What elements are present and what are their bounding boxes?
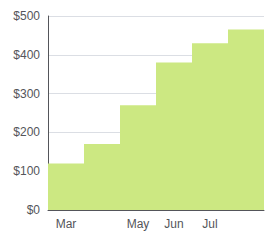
svg-text:$300: $300: [13, 87, 40, 101]
svg-text:May: May: [127, 217, 150, 231]
svg-text:$0: $0: [27, 203, 41, 217]
svg-text:$400: $400: [13, 48, 40, 62]
svg-text:Jun: Jun: [164, 217, 183, 231]
svg-text:Mar: Mar: [56, 217, 77, 231]
svg-text:$500: $500: [13, 9, 40, 23]
svg-text:Jul: Jul: [202, 217, 217, 231]
svg-text:$100: $100: [13, 164, 40, 178]
svg-text:$200: $200: [13, 125, 40, 139]
